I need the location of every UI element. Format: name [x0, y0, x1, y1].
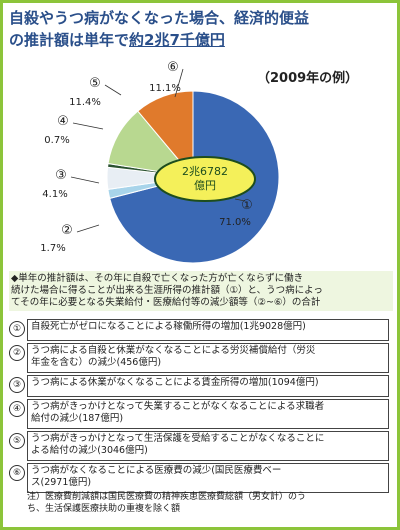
item-text: うつ病がきっかけとなって失業することがなくなることによる求職者 給付の減少(187… — [27, 399, 389, 429]
breakdown-item-5: ⑤ うつ病がきっかけとなって生活保護を受給することがなくなることに よる給付の減少… — [9, 431, 391, 461]
total-ellipse — [154, 156, 256, 202]
pie-chart: ① 71.0% ② 1.7% ③ 4.1% ④ 0.7% ⑤ 11.4% ⑥ 11.1% 2兆6782億… — [40, 60, 280, 264]
title-line-2: の推計額は単年で約2兆7千億円 — [9, 29, 391, 51]
item-number: ① — [9, 321, 25, 337]
item-text: 自殺死亡がゼロになることによる稼働所得の増加(1兆9028億円) — [27, 319, 389, 341]
item-text: うつ病による自殺と休業がなくなることによる労災補償給付（労災 年金を含む）の減少(… — [27, 343, 389, 373]
item-text-line: 給付の減少(187億円) — [31, 413, 124, 424]
summary-line-2: 続けた場合に得ることが出来る生涯所得の推計額（①）と、うつ病によっ — [11, 285, 323, 296]
total-label: 2兆6782 — [182, 165, 228, 178]
breakdown-item-3: ③ うつ病による休業がなくなることによる賃金所得の増加(1094億円) — [9, 375, 391, 397]
leader-line-1 — [234, 198, 246, 202]
item-text-line: 年金を含む）の減少(456億円) — [31, 357, 162, 368]
item-number: ④ — [9, 401, 25, 417]
slice-percent-label: 11.4% — [69, 97, 101, 108]
breakdown-item-1: ① 自殺死亡がゼロになることによる稼働所得の増加(1兆9028億円) — [9, 319, 391, 341]
breakdown-item-6: ⑥ うつ病がなくなることによる医療費の減少(国民医療費ベー ス(2971億円) — [9, 463, 391, 493]
slice-number-label: ④ — [57, 114, 69, 129]
leader-line-4 — [72, 122, 104, 130]
breakdown-item-2: ② うつ病による自殺と休業がなくなることによる労災補償給付（労災 年金を含む）の減… — [9, 343, 391, 373]
item-number: ③ — [9, 377, 25, 393]
year-note: （2009年の例） — [257, 71, 359, 86]
slice-percent-label: 4.1% — [42, 189, 67, 200]
pie-slice-6 — [137, 90, 194, 179]
item-text: うつ病による休業がなくなることによる賃金所得の増加(1094億円) — [27, 375, 389, 397]
breakdown-item-4: ④ うつ病がきっかけとなって失業することがなくなることによる求職者 給付の減少(1… — [9, 399, 391, 429]
title-highlight: 約2兆7千億円 — [129, 31, 225, 49]
item-number: ⑥ — [9, 465, 25, 481]
slice-number-label: ⑥ — [167, 60, 179, 75]
footnote-line-2: ち、生活保護医療扶助の重複を除く額 — [27, 504, 181, 514]
summary-line-3: てその年に必要となる失業給付・医療給付等の減少額等（②~⑥）の合計 — [11, 297, 321, 308]
item-text-line: うつ病がなくなることによる医療費の減少(国民医療費ベー — [31, 465, 282, 476]
title-box: 自殺やうつ病がなくなった場合、経済的便益 の推計額は単年で約2兆7千億円 — [9, 7, 391, 51]
title-line-2-prefix: の推計額は単年で — [9, 31, 130, 49]
title-line-1: 自殺やうつ病がなくなった場合、経済的便益 — [9, 9, 310, 27]
slice-number-label: ③ — [55, 168, 67, 183]
leader-line-6 — [174, 68, 184, 98]
item-text-line: うつ病がきっかけとなって失業することがなくなることによる求職者 — [31, 401, 325, 412]
item-text-line: よる給付の減少(3046億円) — [31, 445, 148, 456]
leader-line-3 — [70, 176, 100, 184]
item-text: うつ病がきっかけとなって生活保護を受給することがなくなることに よる給付の減少(3… — [27, 431, 389, 461]
item-number: ⑤ — [9, 433, 25, 449]
total-label: 億円 — [194, 179, 216, 192]
item-text: うつ病がなくなることによる医療費の減少(国民医療費ベー ス(2971億円) — [27, 463, 389, 493]
slice-percent-label: 11.1% — [149, 83, 181, 94]
slice-number-label: ② — [61, 223, 73, 238]
item-text-line: うつ病がきっかけとなって生活保護を受給することがなくなることに — [31, 433, 325, 444]
slice-number-label: ⑤ — [89, 76, 101, 91]
slice-percent-label: 71.0% — [219, 217, 251, 228]
slice-percent-label: 0.7% — [44, 135, 69, 146]
slice-percent-label: 1.7% — [40, 243, 65, 254]
item-text-line: うつ病による休業がなくなることによる賃金所得の増加(1094億円) — [31, 377, 319, 388]
slice-number-label: ① — [241, 198, 253, 213]
footnote-line-1: 注）医療費削減額は国民医療費の精神疾患医療費総額（男女計）のう — [27, 492, 307, 502]
item-number: ② — [9, 345, 25, 361]
leader-line-5 — [104, 84, 122, 96]
leader-line-2 — [76, 224, 100, 233]
item-text-line: ス(2971億円) — [31, 477, 92, 488]
breakdown-list: ① 自殺死亡がゼロになることによる稼働所得の増加(1兆9028億円) ② うつ病… — [9, 319, 391, 495]
footnote: 注）医療費削減額は国民医療費の精神疾患医療費総額（男女計）のう ち、生活保護医療… — [27, 491, 387, 515]
summary-text: ◆単年の推計額は、その年に自殺で亡くなった方が亡くならずに働き 続けた場合に得る… — [9, 271, 393, 311]
item-text-line: 自殺死亡がゼロになることによる稼働所得の増加(1兆9028億円) — [31, 321, 306, 332]
summary-line-1: ◆単年の推計額は、その年に自殺で亡くなった方が亡くならずに働き — [11, 273, 304, 284]
item-text-line: うつ病による自殺と休業がなくなることによる労災補償給付（労災 — [31, 345, 316, 356]
